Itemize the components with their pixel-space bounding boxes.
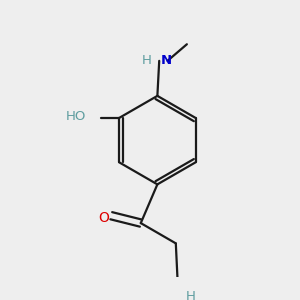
Text: N: N xyxy=(161,54,172,67)
Text: H: H xyxy=(141,54,151,67)
Text: H: H xyxy=(186,290,196,300)
Text: O: O xyxy=(98,211,109,225)
Text: HO: HO xyxy=(65,110,86,123)
